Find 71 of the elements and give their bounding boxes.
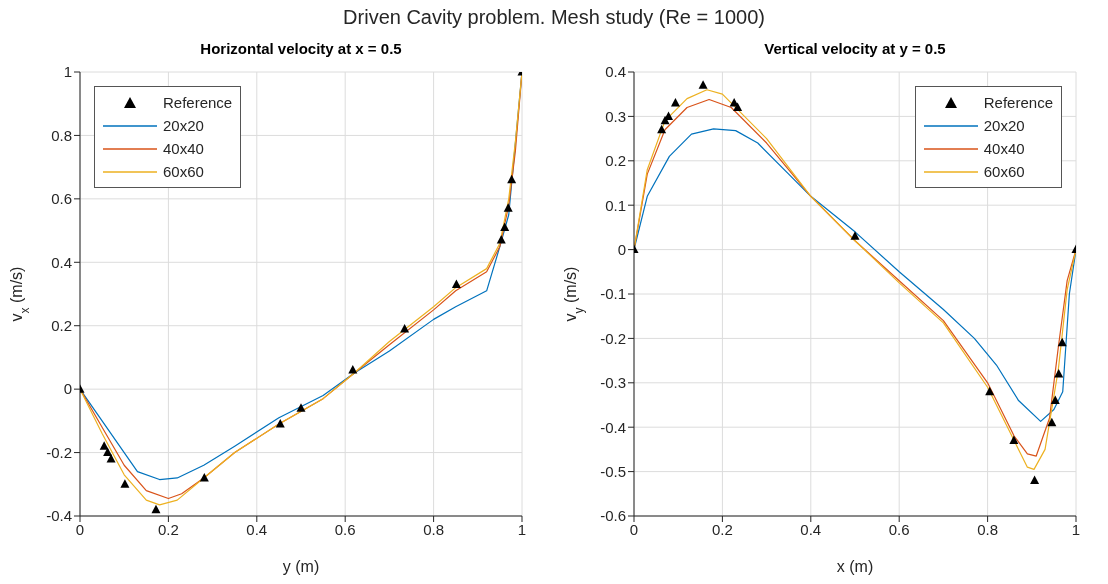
y-tick-label: -0.4	[46, 507, 72, 525]
x-tick-label: 0.4	[800, 520, 822, 538]
y-tick-label: 0	[63, 380, 72, 398]
point	[1054, 368, 1064, 378]
y-tick-label: -0.2	[600, 329, 626, 347]
x-tick-label: 0.6	[888, 520, 910, 538]
x-tick-label: 1	[517, 520, 527, 538]
point	[664, 111, 674, 120]
point	[400, 323, 410, 333]
point	[99, 441, 109, 450]
x-tick-label: 0.4	[246, 520, 268, 538]
x-tick-label: 1	[1071, 520, 1081, 538]
point	[1047, 417, 1057, 427]
y-tick-label: 0.8	[51, 126, 72, 144]
y-tick-label: -0.3	[600, 374, 626, 392]
point	[275, 419, 285, 428]
point	[985, 386, 995, 396]
point	[1050, 395, 1060, 405]
text: Driven Cavity problem. Mesh study (Re = 1000)	[342, 6, 766, 29]
point	[103, 447, 113, 457]
x-axis-title: y (m)	[282, 558, 320, 575]
point	[496, 235, 506, 244]
point	[670, 98, 680, 107]
y-tick-label: 0	[617, 240, 626, 258]
y-tick-label: -0.6	[600, 507, 626, 525]
point	[733, 102, 743, 112]
legend-label: Reference	[983, 94, 1053, 111]
point	[451, 279, 461, 288]
x-axis-title: x (m)	[836, 558, 874, 575]
point	[199, 472, 209, 482]
legend-label: 20x20	[983, 117, 1025, 134]
point	[348, 365, 358, 374]
x-tick-label: 0.2	[157, 520, 179, 538]
legend-label: 60x60	[163, 163, 204, 180]
point	[698, 80, 708, 89]
point	[507, 174, 517, 184]
point	[503, 203, 513, 212]
point	[1009, 435, 1019, 445]
x-tick-label: 0.6	[334, 520, 356, 538]
legend-label: 60x60	[983, 163, 1025, 180]
point	[1057, 337, 1067, 347]
point	[151, 504, 161, 514]
y-tick-label: 0.1	[605, 196, 626, 214]
y-tick-label: 0.4	[605, 63, 626, 81]
y-tick-label: 0.6	[51, 190, 72, 208]
y-tick-label: -0.5	[600, 462, 626, 480]
legend-label: Reference	[163, 94, 233, 111]
y-tick-label: -0.1	[600, 285, 626, 303]
x-tick-label: 0.2	[711, 520, 733, 538]
y-tick-label: 0.3	[605, 107, 626, 125]
y-tick-label: 0.4	[51, 253, 72, 271]
y-tick-label: -0.4	[600, 418, 626, 436]
legend-label: 40x40	[163, 140, 204, 157]
x-tick-label: 0	[629, 520, 639, 538]
point	[850, 231, 860, 240]
y-tick-label: 0.2	[605, 152, 626, 170]
y-tick-label: -0.2	[46, 443, 72, 461]
chart-title: Horizontal velocity at x = 0.5	[199, 40, 403, 57]
y-tick-label: 1	[63, 63, 72, 81]
x-tick-label: 0.8	[423, 520, 445, 538]
point	[657, 124, 667, 134]
legend-label: 20x20	[163, 117, 204, 134]
point	[500, 222, 510, 231]
chart-title: Vertical velocity at y = 0.5	[763, 40, 947, 57]
legend-label: 40x40	[983, 140, 1025, 157]
x-tick-label: 0	[75, 520, 85, 538]
point	[120, 479, 130, 488]
point	[296, 403, 306, 412]
point	[1030, 475, 1040, 484]
x-tick-label: 0.8	[977, 520, 999, 538]
y-tick-label: 0.2	[51, 317, 72, 335]
